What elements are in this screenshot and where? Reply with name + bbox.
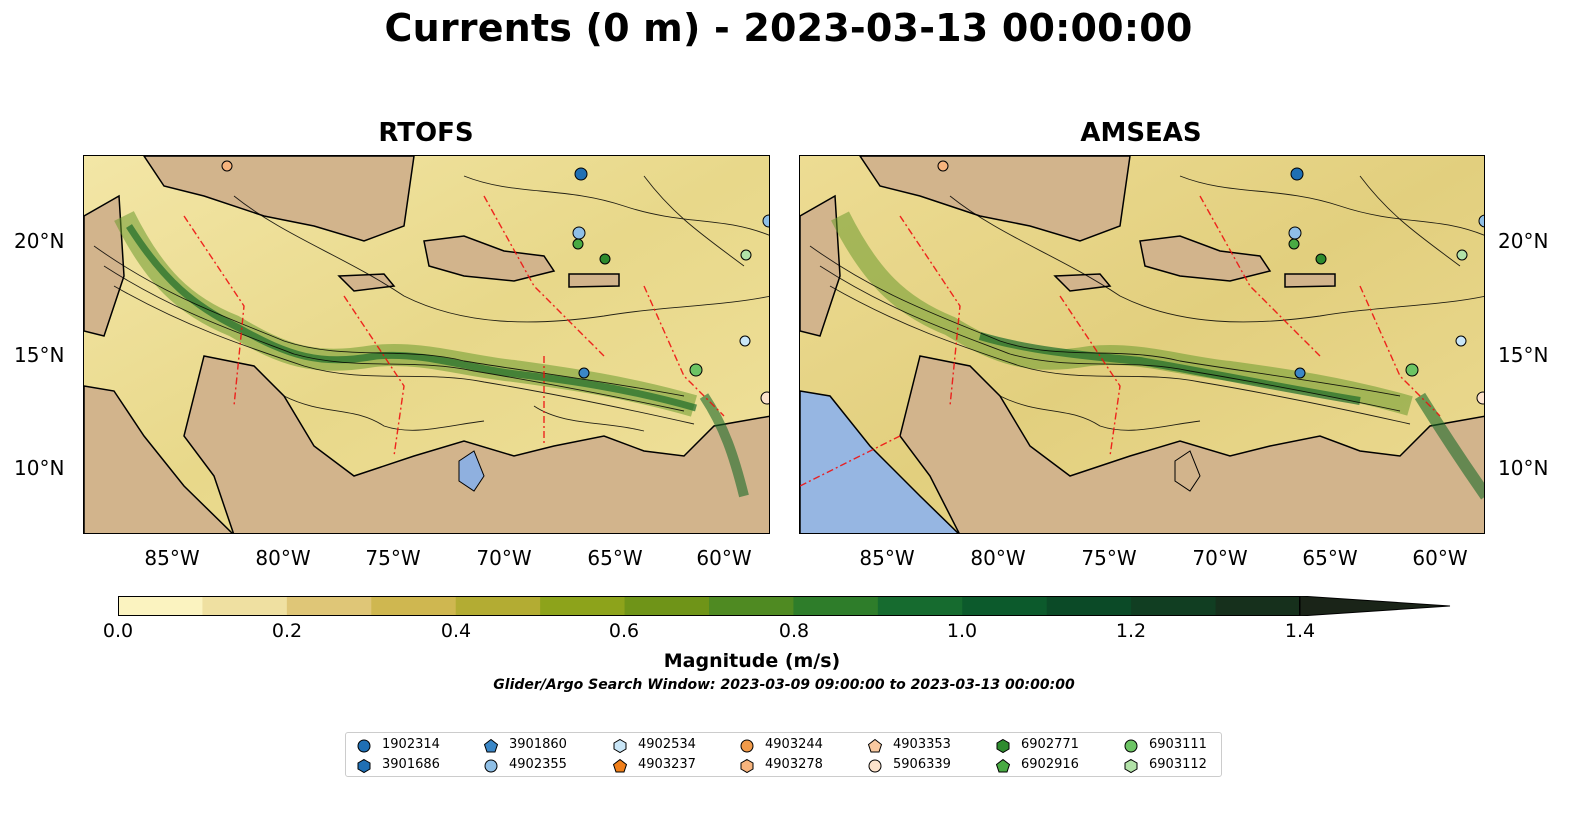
legend-label: 5906339	[893, 757, 951, 772]
float-legend: 1902314 3901686 3901860 4902355 4902534 49032…	[345, 732, 1222, 777]
colorbar-tick-0.2: 0.2	[271, 620, 303, 642]
colorbar-tick-1.4: 1.4	[1284, 620, 1316, 642]
colorbar-segment	[1131, 596, 1217, 616]
circle-marker-icon	[1124, 739, 1138, 753]
lon-label-75w-left: 75°W	[365, 546, 421, 570]
search-window-subtitle: Glider/Argo Search Window: 2023-03-09 09…	[493, 677, 1075, 693]
colorbar-segment	[202, 596, 288, 616]
colorbar	[118, 595, 1452, 617]
colorbar-tick-0.8: 0.8	[778, 620, 810, 642]
pentagon-marker-icon	[612, 758, 628, 773]
colorbar-segment	[709, 596, 794, 616]
colorbar-gradient	[118, 595, 1451, 617]
lat-label-20n-left: 20°N	[14, 229, 65, 253]
pentagon-marker-icon	[483, 738, 499, 753]
circle-marker-icon	[740, 739, 754, 753]
figure-title: Currents (0 m) - 2023-03-13 00:00:00	[384, 6, 1193, 50]
circle-marker-icon	[357, 739, 371, 753]
pentagon-marker-icon	[867, 738, 883, 753]
colorbar-segment	[793, 596, 879, 616]
colorbar-segment	[877, 596, 963, 616]
colorbar-extend-arrow	[1299, 595, 1451, 617]
colorbar-tick-0.0: 0.0	[102, 620, 134, 642]
colorbar-segment	[1215, 596, 1301, 616]
lon-label-65w-right: 65°W	[1302, 546, 1358, 570]
hexagon-marker-icon	[996, 738, 1010, 754]
hexagon-marker-icon	[740, 758, 754, 774]
legend-label: 6903111	[1149, 737, 1207, 752]
colorbar-segment	[286, 596, 372, 616]
lat-label-15n-right: 15°N	[1498, 343, 1549, 367]
legend-label: 6902916	[1021, 757, 1079, 772]
lon-label-70w-left: 70°W	[476, 546, 532, 570]
legend-label: 3901860	[509, 737, 567, 752]
panel-title-amseas: AMSEAS	[1080, 118, 1202, 148]
colorbar-segment	[371, 596, 457, 616]
colorbar-segment	[455, 596, 541, 616]
colorbar-tick-1.0: 1.0	[946, 620, 978, 642]
lon-label-60w-right: 60°W	[1412, 546, 1468, 570]
amseas-map[interactable]	[799, 155, 1485, 534]
lon-label-65w-left: 65°W	[587, 546, 643, 570]
colorbar-tick-1.2: 1.2	[1115, 620, 1147, 642]
circle-marker-icon	[868, 759, 882, 773]
colorbar-segment	[962, 596, 1048, 616]
legend-label: 6903112	[1149, 757, 1207, 772]
colorbar-tick-0.6: 0.6	[608, 620, 640, 642]
hexagon-marker-icon	[1124, 758, 1138, 774]
colorbar-border	[118, 596, 1300, 616]
panel-title-rtofs: RTOFS	[378, 118, 474, 148]
colorbar-label: Magnitude (m/s)	[663, 650, 841, 672]
lat-label-10n-right: 10°N	[1498, 456, 1549, 480]
legend-label: 4903244	[765, 737, 823, 752]
colorbar-ticks: 0.0 0.2 0.4 0.6 0.8 1.0 1.2 1.4	[0, 620, 1577, 650]
legend-label: 4903353	[893, 737, 951, 752]
colorbar-tick-0.4: 0.4	[440, 620, 472, 642]
legend-label: 6902771	[1021, 737, 1079, 752]
lon-label-85w-left: 85°W	[144, 546, 200, 570]
legend-label: 4903237	[638, 757, 696, 772]
hexagon-marker-icon	[613, 738, 627, 754]
lon-label-85w-right: 85°W	[859, 546, 915, 570]
rtofs-map[interactable]	[83, 155, 770, 534]
legend-label: 4902355	[509, 757, 567, 772]
lon-label-75w-right: 75°W	[1081, 546, 1137, 570]
lon-label-70w-right: 70°W	[1192, 546, 1248, 570]
lat-label-20n-right: 20°N	[1498, 229, 1549, 253]
circle-marker-icon	[484, 759, 498, 773]
lat-label-15n-left: 15°N	[14, 343, 65, 367]
pentagon-marker-icon	[995, 758, 1011, 773]
legend-label: 1902314	[382, 737, 440, 752]
lon-label-80w-right: 80°W	[970, 546, 1026, 570]
legend-label: 4902534	[638, 737, 696, 752]
lon-label-60w-left: 60°W	[696, 546, 752, 570]
colorbar-segment	[540, 596, 626, 616]
colorbar-segment	[118, 596, 203, 616]
hexagon-marker-icon	[357, 758, 371, 774]
legend-label: 3901686	[382, 757, 440, 772]
legend-label: 4903278	[765, 757, 823, 772]
lat-label-10n-left: 10°N	[14, 456, 65, 480]
colorbar-segment	[624, 596, 710, 616]
colorbar-segment	[1046, 596, 1132, 616]
lon-label-80w-left: 80°W	[255, 546, 311, 570]
